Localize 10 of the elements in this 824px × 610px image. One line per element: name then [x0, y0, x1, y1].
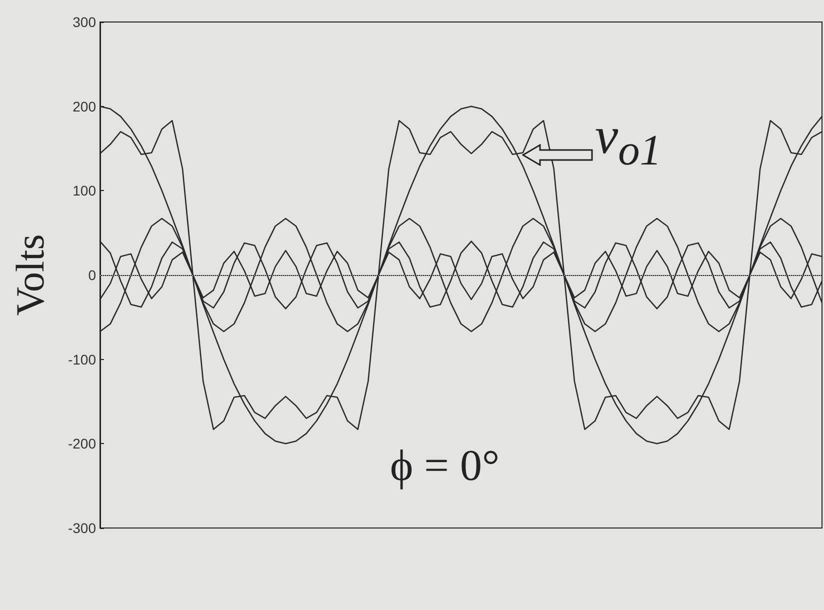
- y-tick-label: 300: [72, 14, 96, 30]
- y-tick-label: -300: [68, 520, 96, 536]
- y-axis-title: Volts: [8, 234, 52, 316]
- y-tick-label: 100: [72, 182, 96, 199]
- y-tick-label: -100: [68, 351, 96, 368]
- y-tick-label: 200: [72, 98, 96, 114]
- y-tick-label: 0: [88, 267, 96, 283]
- y-tick-label: -200: [68, 436, 96, 452]
- annotation: v$_{o1}$: [595, 107, 662, 176]
- annotation: ϕ = 0°: [390, 440, 500, 491]
